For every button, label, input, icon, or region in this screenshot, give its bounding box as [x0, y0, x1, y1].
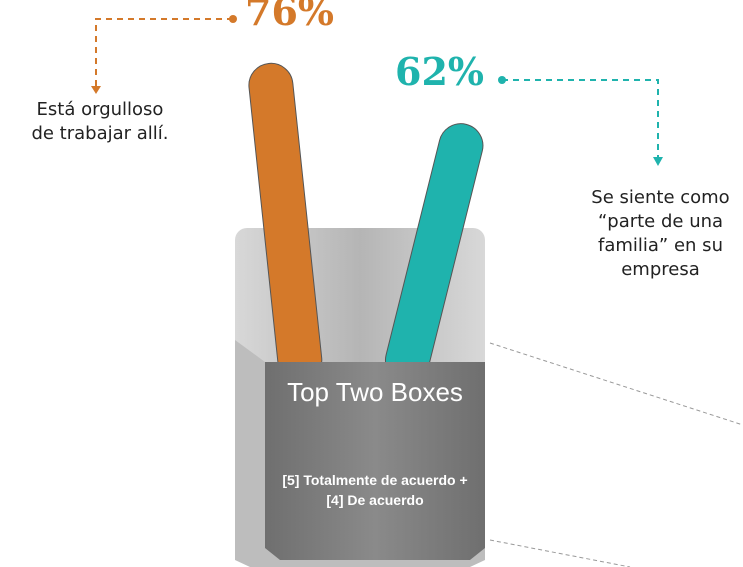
connector-dot [229, 15, 237, 23]
arrow [91, 86, 101, 94]
cup-subtitle: [5] Totalmente de acuerdo + [4] De acuer… [278, 470, 472, 510]
guide-line [490, 540, 630, 567]
guide-line [490, 343, 743, 425]
category-label: Está orgulloso de trabajar allí. [25, 98, 175, 146]
arrow [653, 157, 663, 166]
value-label: 62% [395, 60, 484, 84]
category-label: Se siente como “parte de una familia” en… [578, 186, 743, 282]
connector [502, 80, 658, 160]
value-label: 76% [245, 0, 334, 24]
connector [96, 19, 233, 90]
cup-title: Top Two Boxes [268, 378, 482, 406]
connector-dot [498, 76, 506, 84]
page: 76% 62% Está orgulloso de trabajar allí.… [0, 0, 743, 567]
